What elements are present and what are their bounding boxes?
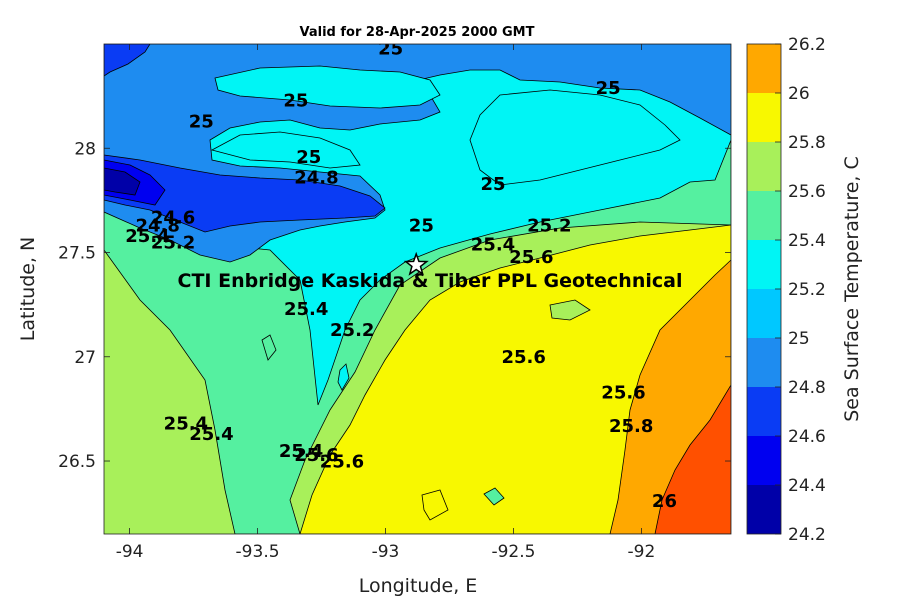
contour-label: 24.8 [136,216,180,237]
contour-label: 25.6 [501,347,545,368]
contour-label: 25 [378,38,403,59]
y-axis-label: Latitude, N [17,237,39,342]
colorbar-swatch [747,485,781,534]
y-tick-label: 27 [74,348,96,368]
chart-title: Valid for 28-Apr-2025 2000 GMT [300,25,535,40]
contour-label: 25.6 [601,382,645,403]
colorbar-tick-label: 25.2 [788,280,826,300]
colorbar-tick-label: 24.8 [788,378,826,398]
y-tick-label: 27.5 [58,244,96,264]
contour-label: 25.4 [284,299,328,320]
band-25.6-25.8 [299,224,731,534]
x-tick-label: -93 [372,542,400,562]
contour-label: 25.4 [471,234,515,255]
contour-label: 25.4 [164,414,208,435]
colorbar-swatch [747,289,781,338]
colorbar-swatch [747,387,781,436]
band-25.0-island-central [210,131,361,169]
contour-label: 24.6 [151,207,195,228]
band-25.0-island-north [214,65,441,109]
plot-frame [103,43,732,535]
colorbar-swatch [747,338,781,387]
colorbar-swatch [747,142,781,191]
contour-label: 25 [596,78,621,99]
contour-label: 26 [652,491,677,512]
x-axis-ticks: -94 -93.5 -93 -92.5 -92 [116,44,656,562]
colorbar-label: Sea Surface Temperature, C [841,156,863,422]
contour-label: 25.2 [330,320,374,341]
colorbar-swatch [747,436,781,485]
contour-label: 25 [409,216,434,237]
contour-label: 25.6 [320,451,364,472]
colorbar [747,44,781,534]
y-tick-label: 28 [74,139,96,159]
band-25.6-island [421,489,449,521]
station-label: CTI Enbridge Kaskida & Tiber PPL Geotech… [178,270,683,292]
colorbar-tick-label: 26.2 [788,35,826,55]
band-25.2-island [483,487,505,506]
band-25.0-island-small [337,363,350,391]
x-tick-label: -93.5 [236,542,280,562]
y-axis-ticks: 26.5 27 27.5 28 [58,139,731,472]
contour-label: 25.8 [609,416,653,437]
band-24.6-24.8 [104,44,386,233]
band-25.0-island-east [469,89,681,186]
colorbar-tick-label: 24.6 [788,427,826,447]
contour-label: 25.2 [151,232,195,253]
station-star-marker [403,251,429,276]
x-tick-label: -94 [116,542,144,562]
contour-label: 25.6 [294,445,338,466]
colorbar-swatch [747,44,781,93]
contour-label: 25.4 [189,424,233,445]
colorbar-tick-label: 25.4 [788,231,826,251]
y-tick-label: 26.5 [58,452,96,472]
colorbar-tick-label: 25.8 [788,133,826,153]
colorbar-tick-label: 26 [788,84,810,104]
colorbar-ticks: 24.2 24.4 24.6 24.8 25 25.2 25.4 25.6 25.8 26 26.2 [775,35,826,545]
x-tick-label: -92.5 [491,542,535,562]
x-axis-label: Longitude, E [359,575,478,597]
contour-label: 25 [296,147,321,168]
contour-label: 25.6 [509,247,553,268]
band-25.2-island-2 [261,334,277,361]
band-24.2-24.4 [104,167,141,196]
contour-label: 25 [283,91,308,112]
band-26.0-26.2 [654,384,731,534]
colorbar-swatch [747,191,781,240]
colorbar-tick-label: 25.6 [788,182,826,202]
colorbar-swatch [747,240,781,289]
colorbar-tick-label: 24.2 [788,525,826,545]
contour-label: 25 [189,111,214,132]
contour-label: 25.4 [279,441,323,462]
contour-label: 24.8 [294,168,338,189]
contour-label: 25 [480,174,505,195]
band-25.4-island [549,299,591,321]
colorbar-swatch [747,93,781,142]
x-tick-label: -92 [628,542,656,562]
colorbar-tick-label: 24.4 [788,476,826,496]
contour-label: 25.2 [527,216,571,237]
colorbar-tick-label: 25 [788,329,810,349]
contour-label: 25.4 [125,226,169,247]
